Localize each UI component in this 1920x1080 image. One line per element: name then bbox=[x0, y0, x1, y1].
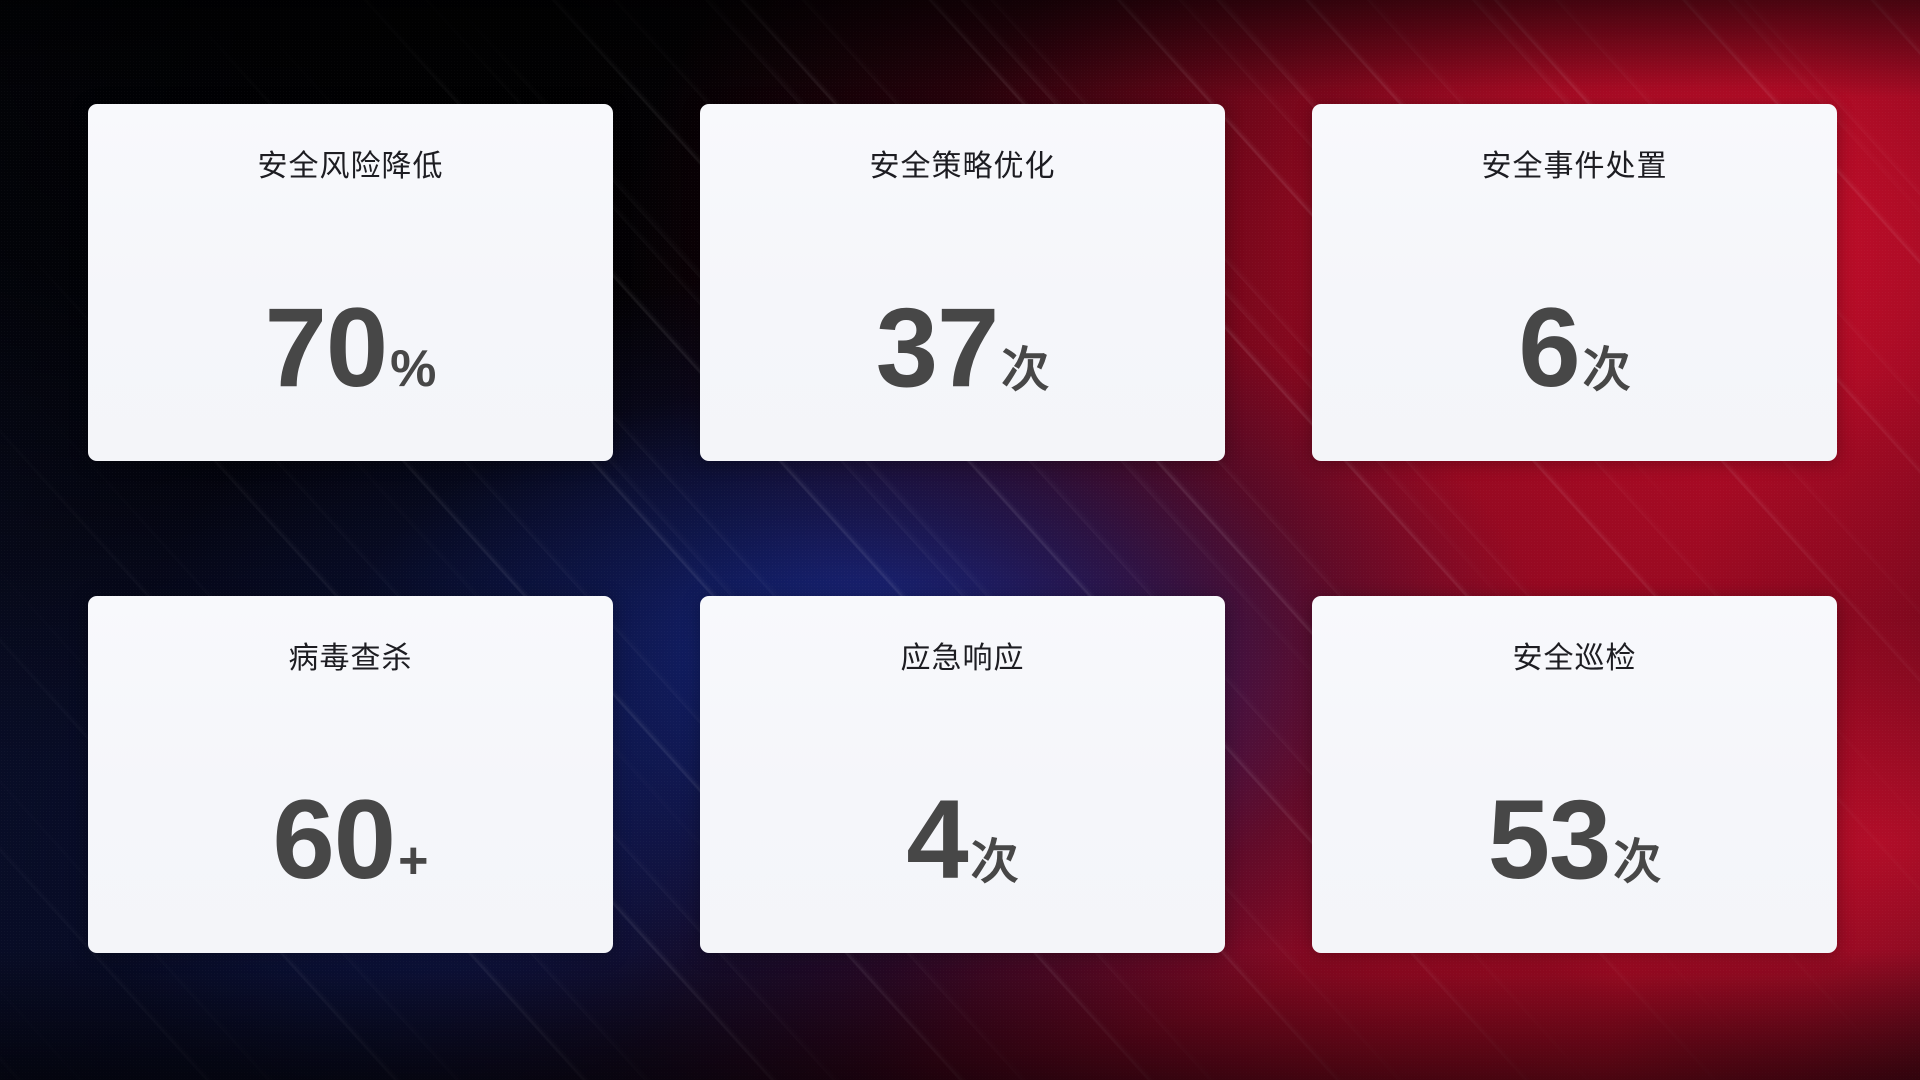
metric-card[interactable]: 安全事件处置 6 次 bbox=[1312, 104, 1837, 461]
gradient-bar-icon bbox=[123, 218, 578, 229]
metric-card[interactable]: 安全风险降低 70 % bbox=[88, 104, 613, 461]
metric-card[interactable]: 应急响应 4 次 bbox=[700, 596, 1225, 953]
metric-card-suffix: + bbox=[398, 832, 429, 890]
metric-card-title: 安全策略优化 bbox=[869, 150, 1056, 183]
metric-card-divider bbox=[735, 218, 1190, 229]
metric-card-title: 安全风险降低 bbox=[257, 150, 444, 183]
metric-card[interactable]: 安全策略优化 37 次 bbox=[700, 104, 1225, 461]
gradient-bar-icon bbox=[1347, 710, 1802, 721]
metric-card-value: 60 bbox=[272, 777, 397, 902]
metric-card-value-row: 60 + bbox=[88, 784, 613, 896]
metric-card-value-row: 4 次 bbox=[700, 784, 1225, 896]
metric-card-value-row: 6 次 bbox=[1312, 292, 1837, 404]
metric-card-title: 安全事件处置 bbox=[1481, 150, 1668, 183]
metric-card-value: 4 bbox=[906, 777, 968, 902]
metric-card-title: 安全巡检 bbox=[1512, 642, 1637, 675]
metric-card-grid: 安全风险降低 70 % 安全策略优化 37 次 安全事件处置 bbox=[88, 104, 1838, 953]
metric-card-value-row: 53 次 bbox=[1312, 784, 1837, 896]
metric-card-suffix: 次 bbox=[1001, 344, 1050, 397]
metric-card-title: 应急响应 bbox=[900, 642, 1025, 675]
metric-card-suffix: % bbox=[390, 340, 437, 398]
gradient-bar-icon bbox=[735, 218, 1190, 229]
gradient-bar-icon bbox=[123, 710, 578, 721]
metric-card-value-row: 70 % bbox=[88, 292, 613, 404]
gradient-bar-icon bbox=[735, 710, 1190, 721]
gradient-bar-icon bbox=[1347, 218, 1802, 229]
metric-card-divider bbox=[123, 710, 578, 721]
metric-card-suffix: 次 bbox=[1582, 344, 1631, 397]
metric-card-divider bbox=[1347, 218, 1802, 229]
metric-card[interactable]: 病毒查杀 60 + bbox=[88, 596, 613, 953]
metric-card-value: 53 bbox=[1487, 777, 1612, 902]
metric-card-title: 病毒查杀 bbox=[288, 642, 413, 675]
metric-card-suffix: 次 bbox=[1613, 836, 1662, 889]
metric-card[interactable]: 安全巡检 53 次 bbox=[1312, 596, 1837, 953]
metric-card-suffix: 次 bbox=[970, 836, 1019, 889]
metric-card-divider bbox=[123, 218, 578, 229]
metric-card-value: 6 bbox=[1518, 285, 1580, 410]
metric-card-divider bbox=[735, 710, 1190, 721]
metric-card-value-row: 37 次 bbox=[700, 292, 1225, 404]
metric-card-value: 37 bbox=[875, 285, 1000, 410]
metric-card-value: 70 bbox=[264, 285, 389, 410]
metric-card-divider bbox=[1347, 710, 1802, 721]
